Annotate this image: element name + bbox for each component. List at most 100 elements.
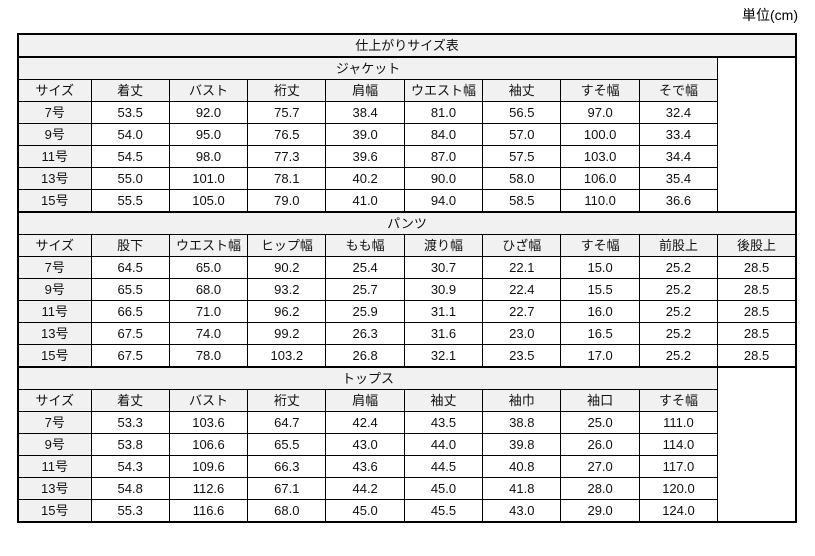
value-cell: 26.0 bbox=[560, 433, 640, 456]
value-cell: 38.4 bbox=[325, 101, 405, 124]
value-cell: 66.5 bbox=[90, 300, 170, 323]
value-cell: 28.5 bbox=[717, 278, 797, 301]
value-cell: 111.0 bbox=[638, 411, 719, 434]
size-label: 13号 bbox=[17, 477, 92, 500]
value-cell: 105.0 bbox=[168, 189, 249, 213]
size-label: 11号 bbox=[17, 455, 92, 478]
table-row: 11号 54.5 98.0 77.3 39.6 87.0 57.5 103.0 34.4 bbox=[17, 145, 796, 168]
value-cell: 92.0 bbox=[168, 101, 249, 124]
unit-label: 単位(cm) bbox=[742, 7, 798, 23]
size-label: 15号 bbox=[17, 344, 92, 368]
value-cell: 53.5 bbox=[90, 101, 170, 124]
value-cell: 96.2 bbox=[247, 300, 327, 323]
value-cell: 71.0 bbox=[168, 300, 249, 323]
value-cell: 57.5 bbox=[482, 145, 562, 168]
column-header: 後股上 bbox=[717, 234, 797, 257]
value-cell: 75.7 bbox=[247, 101, 327, 124]
value-cell: 33.4 bbox=[638, 123, 719, 146]
value-cell: 120.0 bbox=[638, 477, 719, 500]
column-header: 裄丈 bbox=[247, 389, 327, 412]
value-cell: 30.7 bbox=[403, 256, 484, 279]
value-cell: 90.2 bbox=[247, 256, 327, 279]
value-cell: 97.0 bbox=[560, 101, 640, 124]
value-cell: 28.5 bbox=[717, 322, 797, 345]
value-cell: 43.6 bbox=[325, 455, 405, 478]
value-cell: 81.0 bbox=[403, 101, 484, 124]
value-cell: 54.8 bbox=[90, 477, 170, 500]
column-header-row: サイズ 股下 ウエスト幅 ヒップ幅 もも幅 渡り幅 ひざ幅 すそ幅 前股上 後股上 bbox=[17, 234, 797, 257]
value-cell: 65.0 bbox=[168, 256, 249, 279]
value-cell: 78.0 bbox=[168, 344, 249, 368]
column-header: ひざ幅 bbox=[482, 234, 562, 257]
table-row: 13号 54.8 112.6 67.1 44.2 45.0 41.8 28.0 120.0 bbox=[17, 477, 796, 500]
value-cell: 22.1 bbox=[482, 256, 562, 279]
column-header: 着丈 bbox=[90, 389, 170, 412]
column-header: バスト bbox=[168, 79, 249, 102]
value-cell: 22.4 bbox=[482, 278, 562, 301]
size-label: 9号 bbox=[17, 123, 92, 146]
value-cell: 32.1 bbox=[403, 344, 484, 368]
value-cell: 28.5 bbox=[717, 300, 797, 323]
value-cell: 77.3 bbox=[247, 145, 327, 168]
value-cell: 23.0 bbox=[482, 322, 562, 345]
value-cell: 64.5 bbox=[90, 256, 170, 279]
column-header: もも幅 bbox=[325, 234, 405, 257]
value-cell: 68.0 bbox=[168, 278, 249, 301]
finished-size-table: 仕上がりサイズ表 ジャケット サイズ 着丈 バスト 裄丈 肩幅 ウエスト幅 袖丈 すそ幅 そで幅 7… bbox=[17, 33, 797, 523]
column-header: 股下 bbox=[90, 234, 170, 257]
value-cell: 95.0 bbox=[168, 123, 249, 146]
value-cell: 54.5 bbox=[90, 145, 170, 168]
value-cell: 32.4 bbox=[638, 101, 719, 124]
value-cell: 116.6 bbox=[168, 499, 249, 523]
value-cell: 43.0 bbox=[482, 499, 562, 523]
value-cell: 39.0 bbox=[325, 123, 405, 146]
size-label: 11号 bbox=[17, 300, 92, 323]
size-table-body: 仕上がりサイズ表 ジャケット サイズ 着丈 バスト 裄丈 肩幅 ウエスト幅 袖丈 すそ幅 そで幅 7… bbox=[17, 33, 797, 523]
column-header: ヒップ幅 bbox=[247, 234, 327, 257]
value-cell: 103.2 bbox=[247, 344, 327, 368]
value-cell: 117.0 bbox=[638, 455, 719, 478]
value-cell: 56.5 bbox=[482, 101, 562, 124]
value-cell: 22.7 bbox=[482, 300, 562, 323]
value-cell: 68.0 bbox=[247, 499, 327, 523]
table-row: 7号 53.5 92.0 75.7 38.4 81.0 56.5 97.0 32.4 bbox=[17, 101, 796, 124]
column-header: サイズ bbox=[17, 389, 92, 412]
column-header-row: サイズ 着丈 バスト 裄丈 肩幅 ウエスト幅 袖丈 すそ幅 そで幅 bbox=[17, 79, 796, 102]
value-cell: 99.2 bbox=[247, 322, 327, 345]
table-title-row: 仕上がりサイズ表 bbox=[17, 33, 797, 58]
empty-cell bbox=[717, 56, 797, 213]
value-cell: 66.3 bbox=[247, 455, 327, 478]
value-cell: 39.6 bbox=[325, 145, 405, 168]
value-cell: 16.5 bbox=[560, 322, 640, 345]
value-cell: 84.0 bbox=[403, 123, 484, 146]
column-header: ウエスト幅 bbox=[168, 234, 249, 257]
value-cell: 38.8 bbox=[482, 411, 562, 434]
value-cell: 103.6 bbox=[168, 411, 249, 434]
size-label: 15号 bbox=[17, 499, 92, 523]
value-cell: 67.1 bbox=[247, 477, 327, 500]
column-header: そで幅 bbox=[638, 79, 719, 102]
value-cell: 101.0 bbox=[168, 167, 249, 190]
size-label: 13号 bbox=[17, 167, 92, 190]
section-title-row-0: ジャケット bbox=[17, 56, 797, 213]
value-cell: 54.0 bbox=[90, 123, 170, 146]
value-cell: 106.6 bbox=[168, 433, 249, 456]
value-cell: 74.0 bbox=[168, 322, 249, 345]
value-cell: 25.9 bbox=[325, 300, 405, 323]
value-cell: 93.2 bbox=[247, 278, 327, 301]
value-cell: 55.3 bbox=[90, 499, 170, 523]
section-title-row-2: トップス bbox=[17, 366, 797, 523]
value-cell: 28.5 bbox=[717, 344, 797, 368]
value-cell: 54.3 bbox=[90, 455, 170, 478]
value-cell: 31.6 bbox=[403, 322, 484, 345]
table-row: 15号 55.5 105.0 79.0 41.0 94.0 58.5 110.0 36.6 bbox=[17, 189, 796, 213]
size-label: 15号 bbox=[17, 189, 92, 213]
section-title: パンツ bbox=[17, 211, 797, 235]
value-cell: 65.5 bbox=[90, 278, 170, 301]
value-cell: 109.6 bbox=[168, 455, 249, 478]
table-row: 13号 55.0 101.0 78.1 40.2 90.0 58.0 106.0 35.4 bbox=[17, 167, 796, 190]
column-header: 前股上 bbox=[638, 234, 719, 257]
value-cell: 43.5 bbox=[403, 411, 484, 434]
value-cell: 25.2 bbox=[638, 322, 719, 345]
value-cell: 34.4 bbox=[638, 145, 719, 168]
